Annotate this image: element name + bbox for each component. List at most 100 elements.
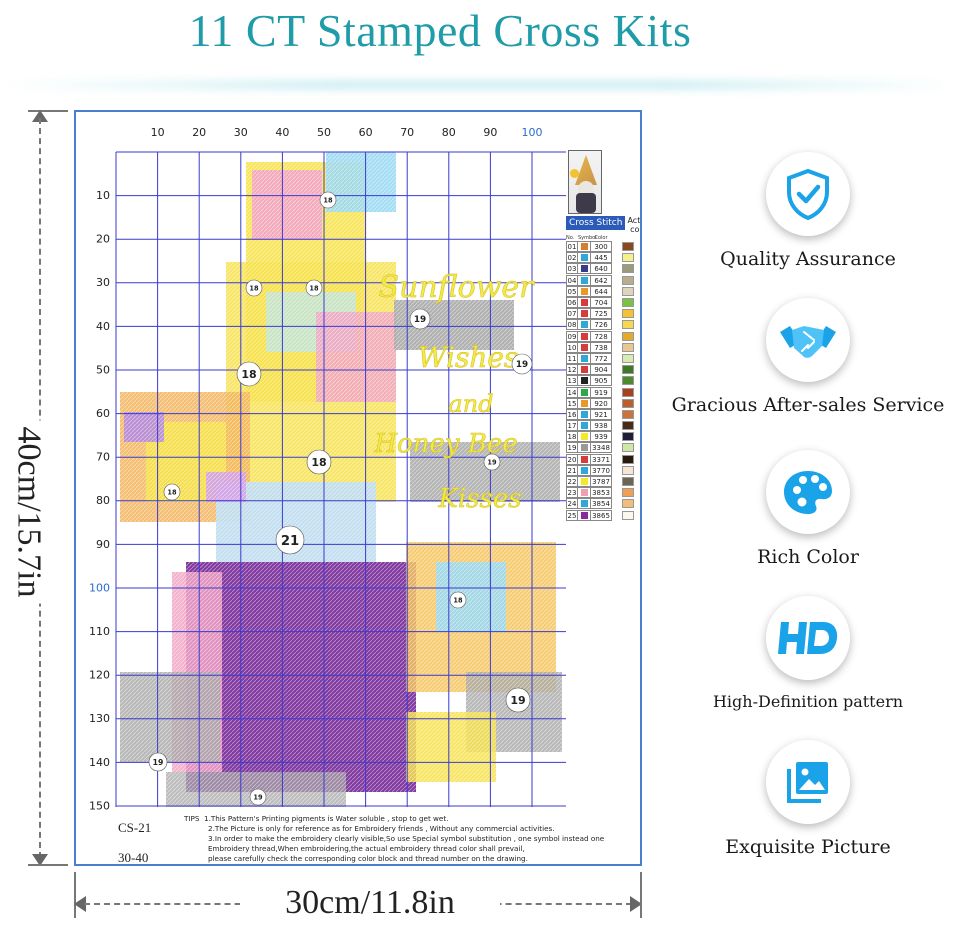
legend-row: 09 728 [566, 330, 640, 342]
legend-symbol-icon [578, 341, 590, 353]
region-number-badge [449, 591, 467, 609]
legend-actual-swatch [622, 488, 634, 498]
region-number-badge [505, 687, 531, 713]
legend-code: 445 [590, 252, 612, 264]
region-number: 19 [414, 315, 426, 325]
legend-row: 13 905 [566, 375, 640, 387]
region-number: 18 [167, 488, 177, 496]
legend-row: 14 919 [566, 386, 640, 398]
legend-symbol-icon [578, 408, 590, 420]
handshake-icon [780, 326, 836, 358]
feature-after-sales: Gracious After-sales Service [656, 298, 960, 416]
shield-check-icon [787, 168, 829, 220]
legend-code: 725 [590, 308, 612, 320]
legend-col-symbol: Symbol [578, 235, 597, 241]
legend-code: 919 [590, 386, 612, 398]
legend-row: 17 938 [566, 420, 640, 432]
legend-symbol-icon [578, 274, 590, 286]
legend-code: 644 [590, 285, 612, 297]
legend-actual-swatch [622, 242, 634, 252]
x-tick-label: 30 [234, 126, 248, 139]
legend-code: 738 [590, 341, 612, 353]
y-tick-label: 60 [96, 407, 110, 420]
region-number-badge [409, 308, 431, 330]
legend-actual-swatch [622, 331, 634, 341]
legend-row: 16 921 [566, 408, 640, 420]
legend-code: 640 [590, 263, 612, 275]
legend-col-no: No. [566, 235, 575, 241]
legend-code: 3865 [590, 509, 612, 521]
legend-row: 21 3770 [566, 464, 640, 476]
legend-row: 05 644 [566, 285, 640, 297]
legend-actual-swatch [622, 510, 634, 520]
y-tick-label: 150 [89, 799, 110, 812]
legend-row: 18 939 [566, 431, 640, 443]
stitch-texture [120, 152, 566, 807]
tips-line: 3.In order to make the embroidery clearl… [208, 834, 605, 843]
y-tick-label: 90 [96, 538, 110, 551]
y-tick-label: 30 [96, 276, 110, 289]
legend-actual-swatch [622, 253, 634, 263]
legend-number: 21 [566, 464, 578, 476]
region-number-badge [249, 788, 267, 806]
legend-symbol-icon [578, 319, 590, 331]
region-number-badge [483, 453, 501, 471]
legend-code: 939 [590, 431, 612, 443]
feature-label: Gracious After-sales Service [671, 394, 945, 416]
legend-code: 3854 [590, 498, 612, 510]
tips-text: TIPS 1.This Pattern's Printing pigments … [184, 814, 624, 864]
arrow-down-icon [32, 854, 48, 866]
title-divider [0, 80, 960, 90]
legend-number: 08 [566, 319, 578, 331]
feature-label: Quality Assurance [720, 248, 896, 270]
region-number: 18 [309, 284, 319, 292]
legend-code: 772 [590, 352, 612, 364]
pattern-code: CS-21 [118, 820, 152, 835]
legend-number: 24 [566, 498, 578, 510]
legend-number: 10 [566, 341, 578, 353]
x-tick-label: 50 [317, 126, 331, 139]
legend-symbol-icon [578, 364, 590, 376]
legend-row: 10 738 [566, 341, 640, 353]
legend-symbol-icon [578, 487, 590, 499]
tips-line: please carefully check the corresponding… [208, 854, 528, 863]
tips-line: Embroidery thread,When embroidering,the … [208, 844, 525, 853]
legend-actual-swatch [622, 454, 634, 464]
legend-symbol-icon [578, 263, 590, 275]
color-legend: Cross Stitch Actual color No. Symbol Col… [566, 216, 640, 521]
palette-icon [784, 471, 832, 514]
legend-number: 04 [566, 274, 578, 286]
legend-actual-swatch [622, 320, 634, 330]
feature-quality-assurance: Quality Assurance [656, 152, 960, 270]
legend-row: 11 772 [566, 352, 640, 364]
legend-row: 06 704 [566, 297, 640, 309]
legend-row: 23 3853 [566, 487, 640, 499]
legend-code: 920 [590, 397, 612, 409]
region-number: 19 [516, 360, 528, 370]
legend-number: 19 [566, 442, 578, 454]
legend-code: 938 [590, 420, 612, 432]
legend-actual-swatch [622, 309, 634, 319]
feature-label: Rich Color [757, 546, 859, 568]
region-number: 19 [253, 793, 263, 801]
legend-number: 01 [566, 241, 578, 253]
legend-number: 14 [566, 386, 578, 398]
legend-code: 704 [590, 297, 612, 309]
y-tick-label: 140 [89, 756, 110, 769]
hd-icon [778, 622, 838, 654]
legend-symbol-icon [578, 509, 590, 521]
legend-number: 09 [566, 330, 578, 342]
legend-actual-swatch [622, 432, 634, 442]
legend-actual-swatch [622, 342, 634, 352]
width-label: 30cm/11.8in [240, 884, 500, 922]
text-art-word: Wishes [418, 341, 519, 374]
legend-actual-swatch [622, 365, 634, 375]
legend-actual-swatch [622, 499, 634, 509]
legend-code: 3787 [590, 476, 612, 488]
legend-symbol-icon [578, 464, 590, 476]
legend-actual-swatch [622, 465, 634, 475]
x-tick-label: 70 [400, 126, 414, 139]
legend-actual-swatch [622, 409, 634, 419]
region-number-badge [148, 752, 168, 772]
y-tick-label: 80 [96, 494, 110, 507]
